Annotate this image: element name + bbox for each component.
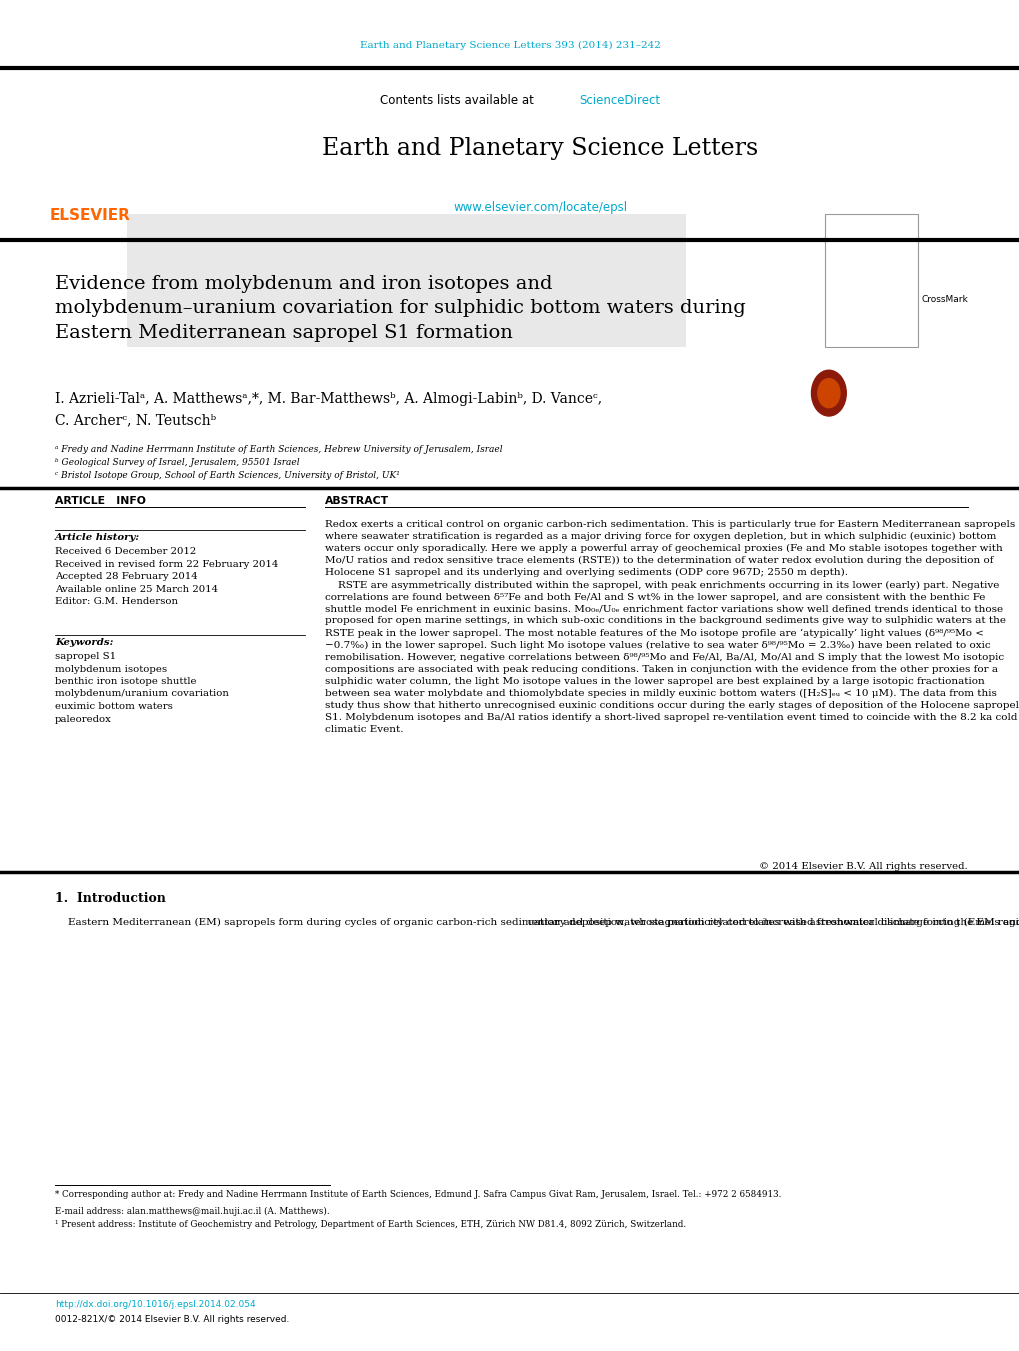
Text: I. Azrieli-Talᵃ, A. Matthewsᵃ,*, M. Bar-Matthewsᵇ, A. Almogi-Labinᵇ, D. Vanceᶜ,: I. Azrieli-Talᵃ, A. Matthewsᵃ,*, M. Bar-… [55,392,601,407]
Text: sapropel S1
molybdenum isotopes
benthic iron isotope shuttle
molybdenum/uranium : sapropel S1 molybdenum isotopes benthic … [55,653,228,724]
Text: Redox exerts a critical control on organic carbon-rich sedimentation. This is pa: Redox exerts a critical control on organ… [325,520,1018,734]
Text: http://dx.doi.org/10.1016/j.epsl.2014.02.054: http://dx.doi.org/10.1016/j.epsl.2014.02… [55,1300,256,1309]
Text: 1.  Introduction: 1. Introduction [55,892,166,905]
Text: ScienceDirect: ScienceDirect [579,93,659,107]
Text: * Corresponding author at: Fredy and Nadine Herrmann Institute of Earth Sciences: * Corresponding author at: Fredy and Nad… [55,1190,781,1198]
Text: E-mail address: alan.matthews@mail.huji.ac.il (A. Matthews).: E-mail address: alan.matthews@mail.huji.… [55,1206,329,1216]
Bar [267,215,685,347]
Text: © 2014 Elsevier B.V. All rights reserved.: © 2014 Elsevier B.V. All rights reserved… [758,862,967,871]
Text: CrossMark: CrossMark [921,296,968,304]
Circle shape [811,370,846,416]
Text: ¹ Present address: Institute of Geochemistry and Petrology, Department of Earth : ¹ Present address: Institute of Geochemi… [55,1220,686,1229]
Text: ᵃ Fredy and Nadine Herrmann Institute of Earth Sciences, Hebrew University of Je: ᵃ Fredy and Nadine Herrmann Institute of… [55,444,502,454]
Text: Article history:: Article history: [55,534,140,542]
Text: Contents lists available at: Contents lists available at [380,93,537,107]
Text: ABSTRACT: ABSTRACT [325,496,388,507]
Bar [127,215,267,347]
Text: ᶜ Bristol Isotope Group, School of Earth Sciences, University of Bristol, UK¹: ᶜ Bristol Isotope Group, School of Earth… [55,471,399,480]
Text: Eastern Mediterranean (EM) sapropels form during cycles of organic carbon-rich s: Eastern Mediterranean (EM) sapropels for… [55,917,1019,927]
Text: Received 6 December 2012
Received in revised form 22 February 2014
Accepted 28 F: Received 6 December 2012 Received in rev… [55,547,278,607]
Text: 0012-821X/© 2014 Elsevier B.V. All rights reserved.: 0012-821X/© 2014 Elsevier B.V. All right… [55,1315,289,1324]
Text: C. Archerᶜ, N. Teutschᵇ: C. Archerᶜ, N. Teutschᵇ [55,413,216,427]
Text: Evidence from molybdenum and iron isotopes and
molybdenum–uranium covariation fo: Evidence from molybdenum and iron isotop… [55,276,745,342]
Text: Keywords:: Keywords: [55,638,113,647]
Text: cation and deep water stagnation related to increased freshwater discharge into : cation and deep water stagnation related… [528,917,1019,927]
Circle shape [817,378,839,408]
Text: ᵇ Geological Survey of Israel, Jerusalem, 95501 Israel: ᵇ Geological Survey of Israel, Jerusalem… [55,458,300,467]
Text: Earth and Planetary Science Letters: Earth and Planetary Science Letters [322,136,758,159]
Text: Earth and Planetary Science Letters 393 (2014) 231–242: Earth and Planetary Science Letters 393 … [360,41,659,50]
Bar [824,215,917,347]
Text: ELSEVIER: ELSEVIER [50,208,130,223]
Text: ARTICLE   INFO: ARTICLE INFO [55,496,146,507]
Text: www.elsevier.com/locate/epsl: www.elsevier.com/locate/epsl [453,201,627,215]
